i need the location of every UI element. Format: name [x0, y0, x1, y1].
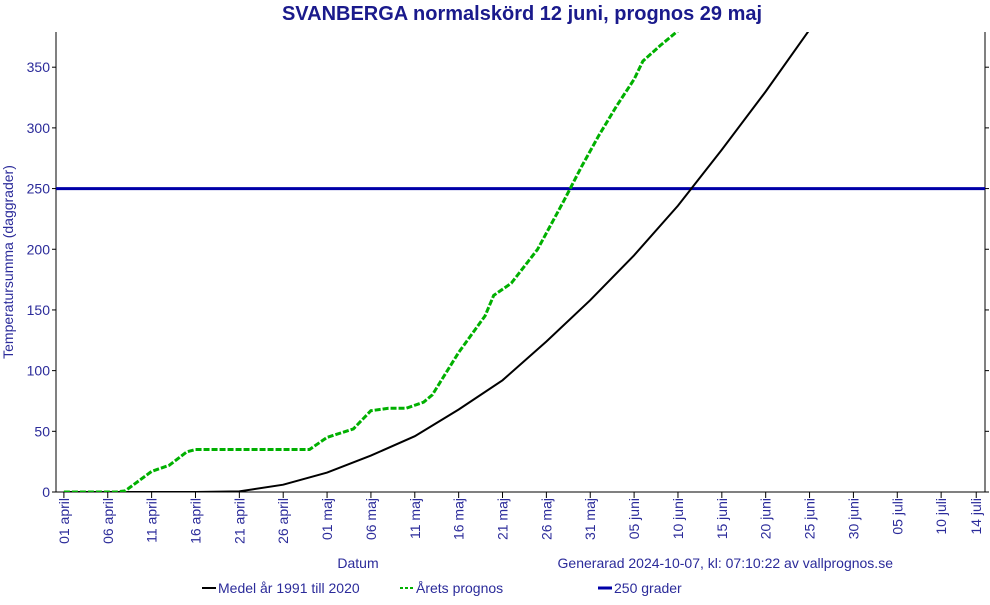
x-tick-label: 05 juni — [626, 498, 642, 539]
x-tick-label: 20 juni — [758, 498, 774, 539]
legend-label: 250 grader — [614, 580, 682, 596]
x-tick-label: 31 maj — [582, 498, 598, 540]
x-tick-label: 01 april — [56, 498, 72, 544]
legend-label: Medel år 1991 till 2020 — [218, 580, 360, 596]
y-tick-label: 150 — [27, 302, 51, 318]
x-tick-label: 21 april — [231, 498, 247, 544]
y-tick-label: 300 — [27, 120, 51, 136]
x-tick-label: 21 maj — [495, 498, 511, 540]
legend-label: Årets prognos — [416, 580, 503, 596]
x-tick-label: 16 april — [187, 498, 203, 544]
x-axis-label: Datum — [337, 555, 378, 571]
y-tick-label: 100 — [27, 363, 51, 379]
y-tick-label: 200 — [27, 241, 51, 257]
x-tick-label: 06 maj — [363, 498, 379, 540]
x-tick-label: 11 maj — [407, 498, 423, 539]
x-tick-label: 26 april — [275, 498, 291, 544]
y-tick-label: 50 — [34, 423, 50, 439]
x-tick-label: 01 maj — [319, 498, 335, 540]
x-tick-label: 25 juni — [802, 498, 818, 539]
x-tick-label: 10 juni — [670, 498, 686, 539]
series-line — [63, 32, 679, 492]
x-tick-label: 15 juni — [714, 498, 730, 539]
plot-area — [56, 32, 985, 492]
x-tick-label: 30 juni — [845, 498, 861, 539]
series-line — [63, 32, 810, 492]
y-tick-label: 250 — [27, 181, 51, 197]
x-tick-label: 05 juli — [889, 498, 905, 535]
x-tick-label: 11 april — [144, 498, 160, 543]
x-tick-label: 26 maj — [538, 498, 554, 540]
x-tick-label: 06 april — [100, 498, 116, 544]
x-tick-label: 10 juli — [933, 498, 949, 535]
y-axis-label: Temperatursumma (daggrader) — [0, 165, 16, 359]
x-tick-label: 16 maj — [451, 498, 467, 540]
note: Generarad 2024-10-07, kl: 07:10:22 av va… — [558, 555, 894, 571]
x-tick-label: 14 juli — [968, 498, 984, 535]
y-tick-label: 0 — [42, 484, 50, 500]
y-tick-label: 350 — [27, 59, 51, 75]
chart-title: SVANBERGA normalskörd 12 juni, prognos 2… — [282, 3, 762, 25]
